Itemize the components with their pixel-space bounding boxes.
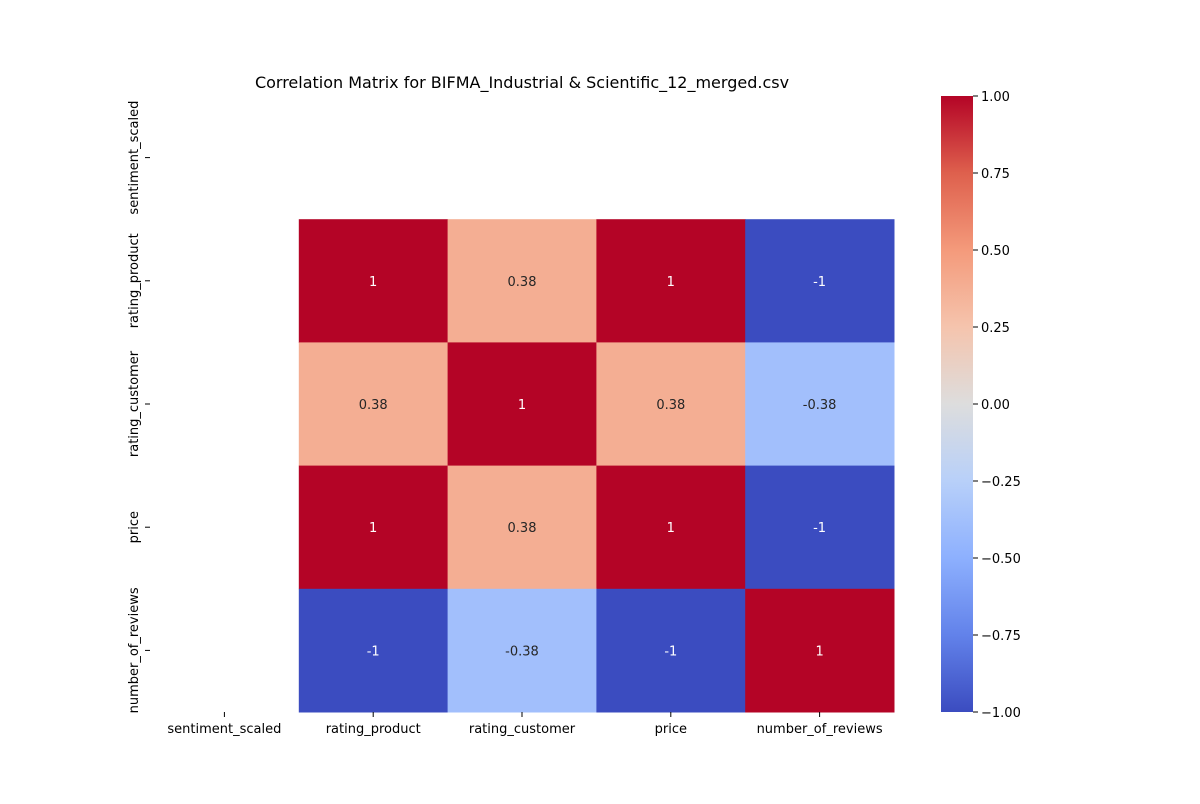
cell-annotation: 1 xyxy=(369,275,377,290)
row-label: rating_customer xyxy=(127,350,142,457)
heatmap-cell xyxy=(596,219,746,343)
row-labels: sentiment_scaled rating_product rating_cus… xyxy=(127,101,150,713)
heatmap-cells: 1 0.38 1 -1 0.38 1 0.38 -0.38 1 0.38 1 -1 -1 -0.38 -1 1 xyxy=(298,219,895,713)
cell-annotation: -1 xyxy=(664,644,677,659)
column-label: price xyxy=(655,722,687,737)
column-labels: sentiment_scaled rating_product rating_cus… xyxy=(167,712,883,737)
colorbar-tick-label: 1.00 xyxy=(981,90,1010,105)
heatmap-cell xyxy=(447,219,597,343)
heatmap-cell xyxy=(745,465,895,590)
cell-annotation: 1 xyxy=(667,275,675,290)
heatmap-cell xyxy=(298,465,449,590)
cell-annotation: 1 xyxy=(815,644,823,659)
colorbar-tick-label: −0.75 xyxy=(981,629,1021,644)
cell-annotation: 0.38 xyxy=(656,398,685,413)
row-label: sentiment_scaled xyxy=(127,101,142,215)
cell-annotation: 1 xyxy=(369,521,377,536)
colorbar-tick-label: −0.25 xyxy=(981,475,1021,490)
colorbar-tick-label: 0.75 xyxy=(981,167,1010,182)
heatmap-cell xyxy=(447,465,597,590)
cell-annotation: 1 xyxy=(667,521,675,536)
colorbar-tick-label: 0.00 xyxy=(981,398,1010,413)
cell-annotation: -1 xyxy=(813,275,826,290)
column-label: number_of_reviews xyxy=(757,722,883,737)
heatmap-cell xyxy=(745,342,895,467)
row-label: rating_product xyxy=(127,233,142,328)
cell-annotation: -0.38 xyxy=(803,398,837,413)
chart-title: Correlation Matrix for BIFMA_Industrial … xyxy=(255,73,789,93)
row-label: number_of_reviews xyxy=(127,587,142,713)
column-label: sentiment_scaled xyxy=(167,722,281,737)
colorbar-tick-label: 0.25 xyxy=(981,321,1010,336)
cell-annotation: 0.38 xyxy=(508,521,537,536)
heatmap-cell xyxy=(298,219,449,343)
heatmap-cell xyxy=(298,588,449,713)
cell-annotation: 1 xyxy=(518,398,526,413)
cell-annotation: -1 xyxy=(367,644,380,659)
colorbar-tick-label: −1.00 xyxy=(981,706,1021,721)
cell-annotation: 0.38 xyxy=(359,398,388,413)
heatmap-cell xyxy=(745,588,895,713)
cell-annotation: -1 xyxy=(813,521,826,536)
heatmap-cell xyxy=(447,342,597,467)
row-label: price xyxy=(127,511,142,543)
heatmap-cell xyxy=(447,588,597,713)
cell-annotation: -0.38 xyxy=(505,644,539,659)
colorbar: 1.00 0.75 0.50 0.25 0.00 −0.25 −0.50 −0.75 −1.00 xyxy=(941,90,1021,721)
heatmap-cell xyxy=(596,465,746,590)
colorbar-gradient xyxy=(941,96,973,712)
colorbar-tick-label: 0.50 xyxy=(981,244,1010,259)
column-label: rating_product xyxy=(326,722,421,737)
heatmap-cell xyxy=(596,342,746,467)
cell-annotation: 0.38 xyxy=(508,275,537,290)
colorbar-tick-label: −0.50 xyxy=(981,552,1021,567)
heatmap-cell xyxy=(596,588,746,713)
column-label: rating_customer xyxy=(469,722,576,737)
heatmap-cell xyxy=(745,219,895,343)
heatmap-cell xyxy=(298,342,449,467)
